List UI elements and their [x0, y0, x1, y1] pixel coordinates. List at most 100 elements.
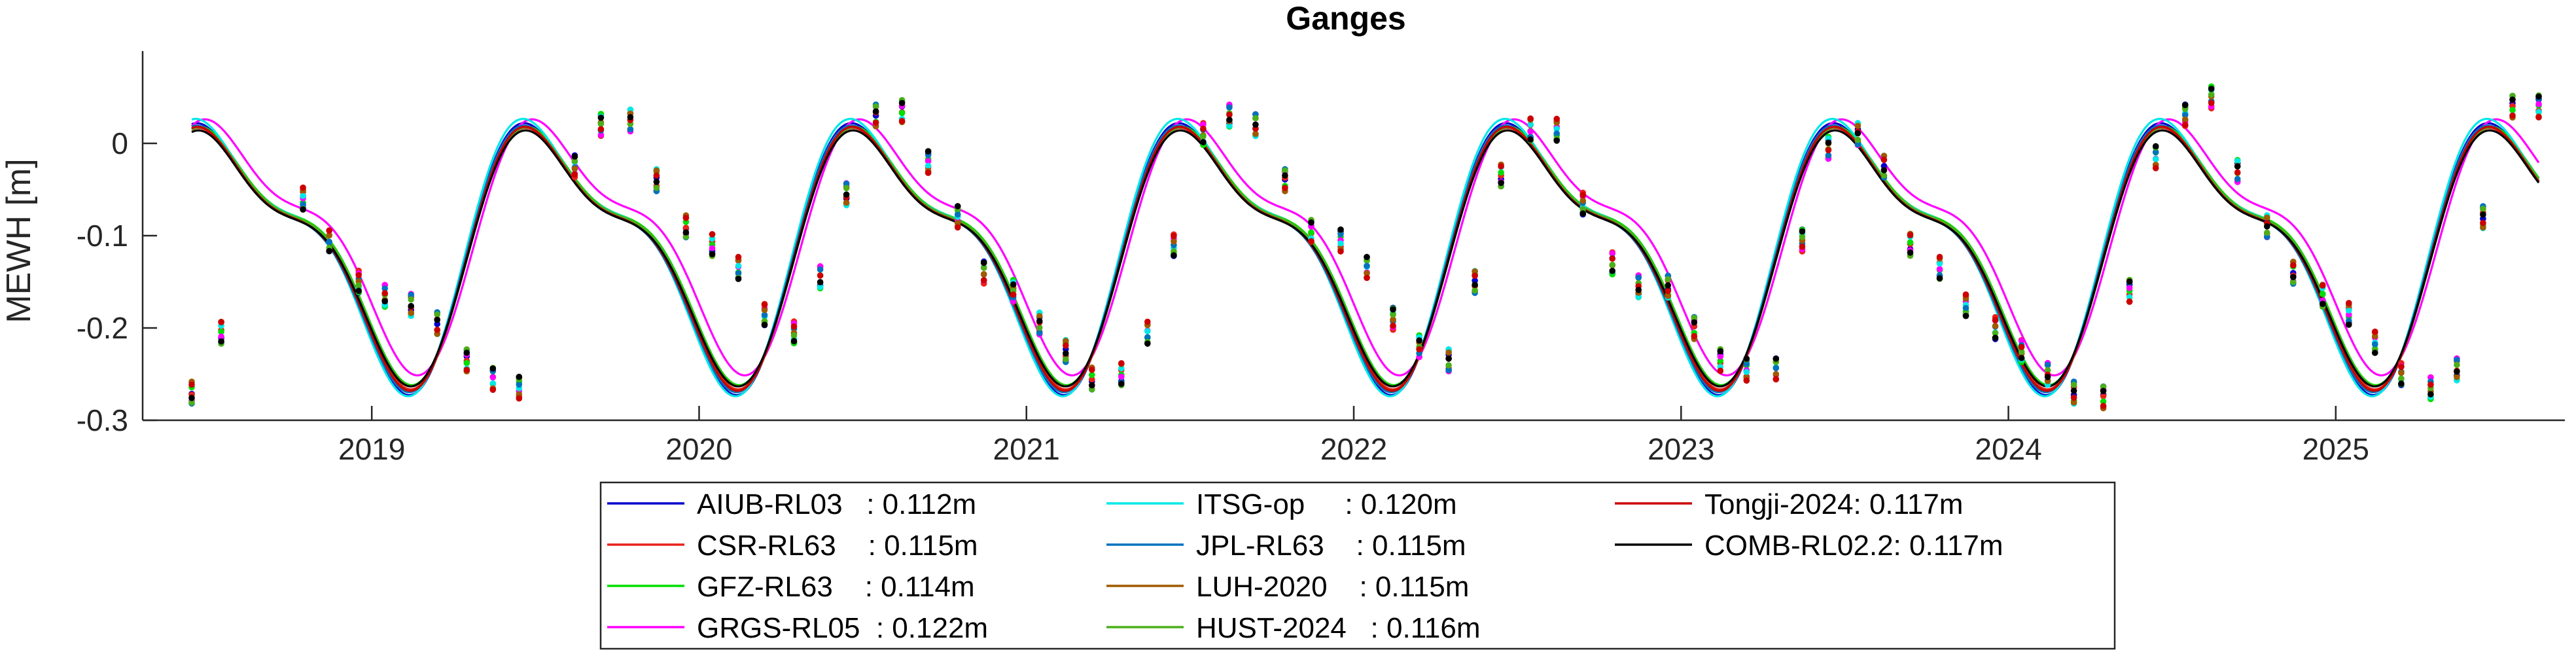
data-point [653, 167, 660, 174]
data-point [1472, 287, 1478, 294]
data-point [1799, 244, 1806, 250]
data-point [463, 350, 470, 356]
data-point [2454, 368, 2460, 375]
data-point [1498, 179, 1504, 187]
data-point [1962, 291, 1969, 298]
series-line-comb-rl02-2 [191, 129, 2540, 388]
data-point [434, 327, 440, 333]
data-point [2181, 116, 2189, 123]
data-point [1171, 252, 1177, 259]
data-point [1553, 137, 1560, 144]
data-point [1880, 172, 1888, 179]
data-point [1498, 163, 1504, 170]
data-point [898, 100, 906, 107]
data-point [1226, 117, 1233, 123]
legend-label: AIUB-RL03 : 0.112m [697, 488, 976, 520]
data-point [1144, 318, 1151, 325]
data-point [571, 165, 578, 172]
data-point [489, 386, 497, 393]
data-point [2126, 278, 2133, 285]
data-point [2181, 112, 2189, 118]
data-point [2070, 399, 2077, 406]
data-point [381, 290, 388, 297]
data-point [1390, 316, 1396, 323]
data-point [2509, 96, 2516, 103]
data-point [2181, 121, 2189, 128]
data-point [682, 215, 690, 221]
data-point [516, 373, 523, 380]
data-point [1364, 270, 1370, 277]
data-point [1579, 210, 1586, 217]
data-point [1579, 206, 1586, 213]
data-point [2044, 374, 2051, 380]
data-point [1498, 169, 1504, 176]
data-point [1144, 334, 1151, 340]
data-point [1118, 360, 1125, 367]
data-point [355, 272, 362, 279]
data-point [2454, 357, 2460, 363]
data-point [1799, 228, 1806, 235]
data-point [1200, 125, 1207, 132]
data-point [1743, 369, 1750, 376]
data-point [1390, 322, 1396, 329]
data-point [2100, 403, 2107, 409]
data-point [408, 296, 414, 303]
legend-label: JPL-RL63 : 0.115m [1196, 530, 1466, 562]
data-point [1665, 282, 1672, 289]
data-point [1144, 340, 1151, 347]
data-point [2509, 107, 2516, 113]
data-point [1364, 263, 1370, 270]
data-point [735, 276, 742, 282]
data-point [2427, 381, 2434, 388]
legend-label: LUH-2020 : 0.115m [1196, 571, 1469, 603]
series-line-grgs-rl05 [190, 118, 2540, 377]
data-point [2372, 328, 2378, 335]
data-point [1010, 291, 1017, 298]
data-point [1118, 380, 1125, 387]
data-point [1252, 130, 1259, 137]
data-point [627, 114, 634, 120]
data-point [735, 263, 742, 269]
data-point [761, 312, 768, 319]
data-point [516, 381, 523, 388]
data-point [2208, 91, 2215, 98]
y-tick-label: -0.1 [77, 219, 128, 253]
data-point [843, 185, 850, 192]
data-point [1799, 234, 1806, 240]
data-point [1773, 371, 1780, 378]
data-point [1171, 232, 1177, 240]
legend-box [599, 481, 2116, 650]
data-point [2398, 369, 2405, 376]
data-point [1036, 317, 1043, 325]
data-point [709, 245, 716, 252]
data-point [2320, 300, 2326, 308]
data-point [1282, 185, 1288, 191]
data-point [326, 238, 333, 245]
data-point [843, 191, 850, 198]
data-point [2044, 361, 2051, 369]
data-point [463, 359, 470, 367]
x-tick-label: 2020 [665, 432, 732, 466]
data-point [2480, 211, 2486, 218]
data-point [2018, 348, 2025, 355]
data-point [463, 367, 470, 373]
data-point [761, 301, 768, 308]
data-point [2234, 158, 2241, 164]
data-point [597, 126, 605, 133]
data-point [2070, 394, 2077, 401]
data-point [2480, 224, 2486, 231]
data-point [2509, 112, 2516, 119]
data-point [925, 158, 932, 164]
data-point [434, 311, 440, 318]
data-point [1445, 349, 1452, 356]
data-point [1144, 328, 1151, 335]
data-point [1010, 281, 1017, 288]
data-point [1825, 139, 1832, 146]
data-point [188, 395, 195, 401]
data-point [1118, 373, 1125, 380]
data-point [1992, 330, 1999, 336]
data-point [2126, 299, 2133, 305]
data-point [761, 306, 768, 314]
data-point [1226, 122, 1233, 129]
data-point [843, 199, 850, 206]
